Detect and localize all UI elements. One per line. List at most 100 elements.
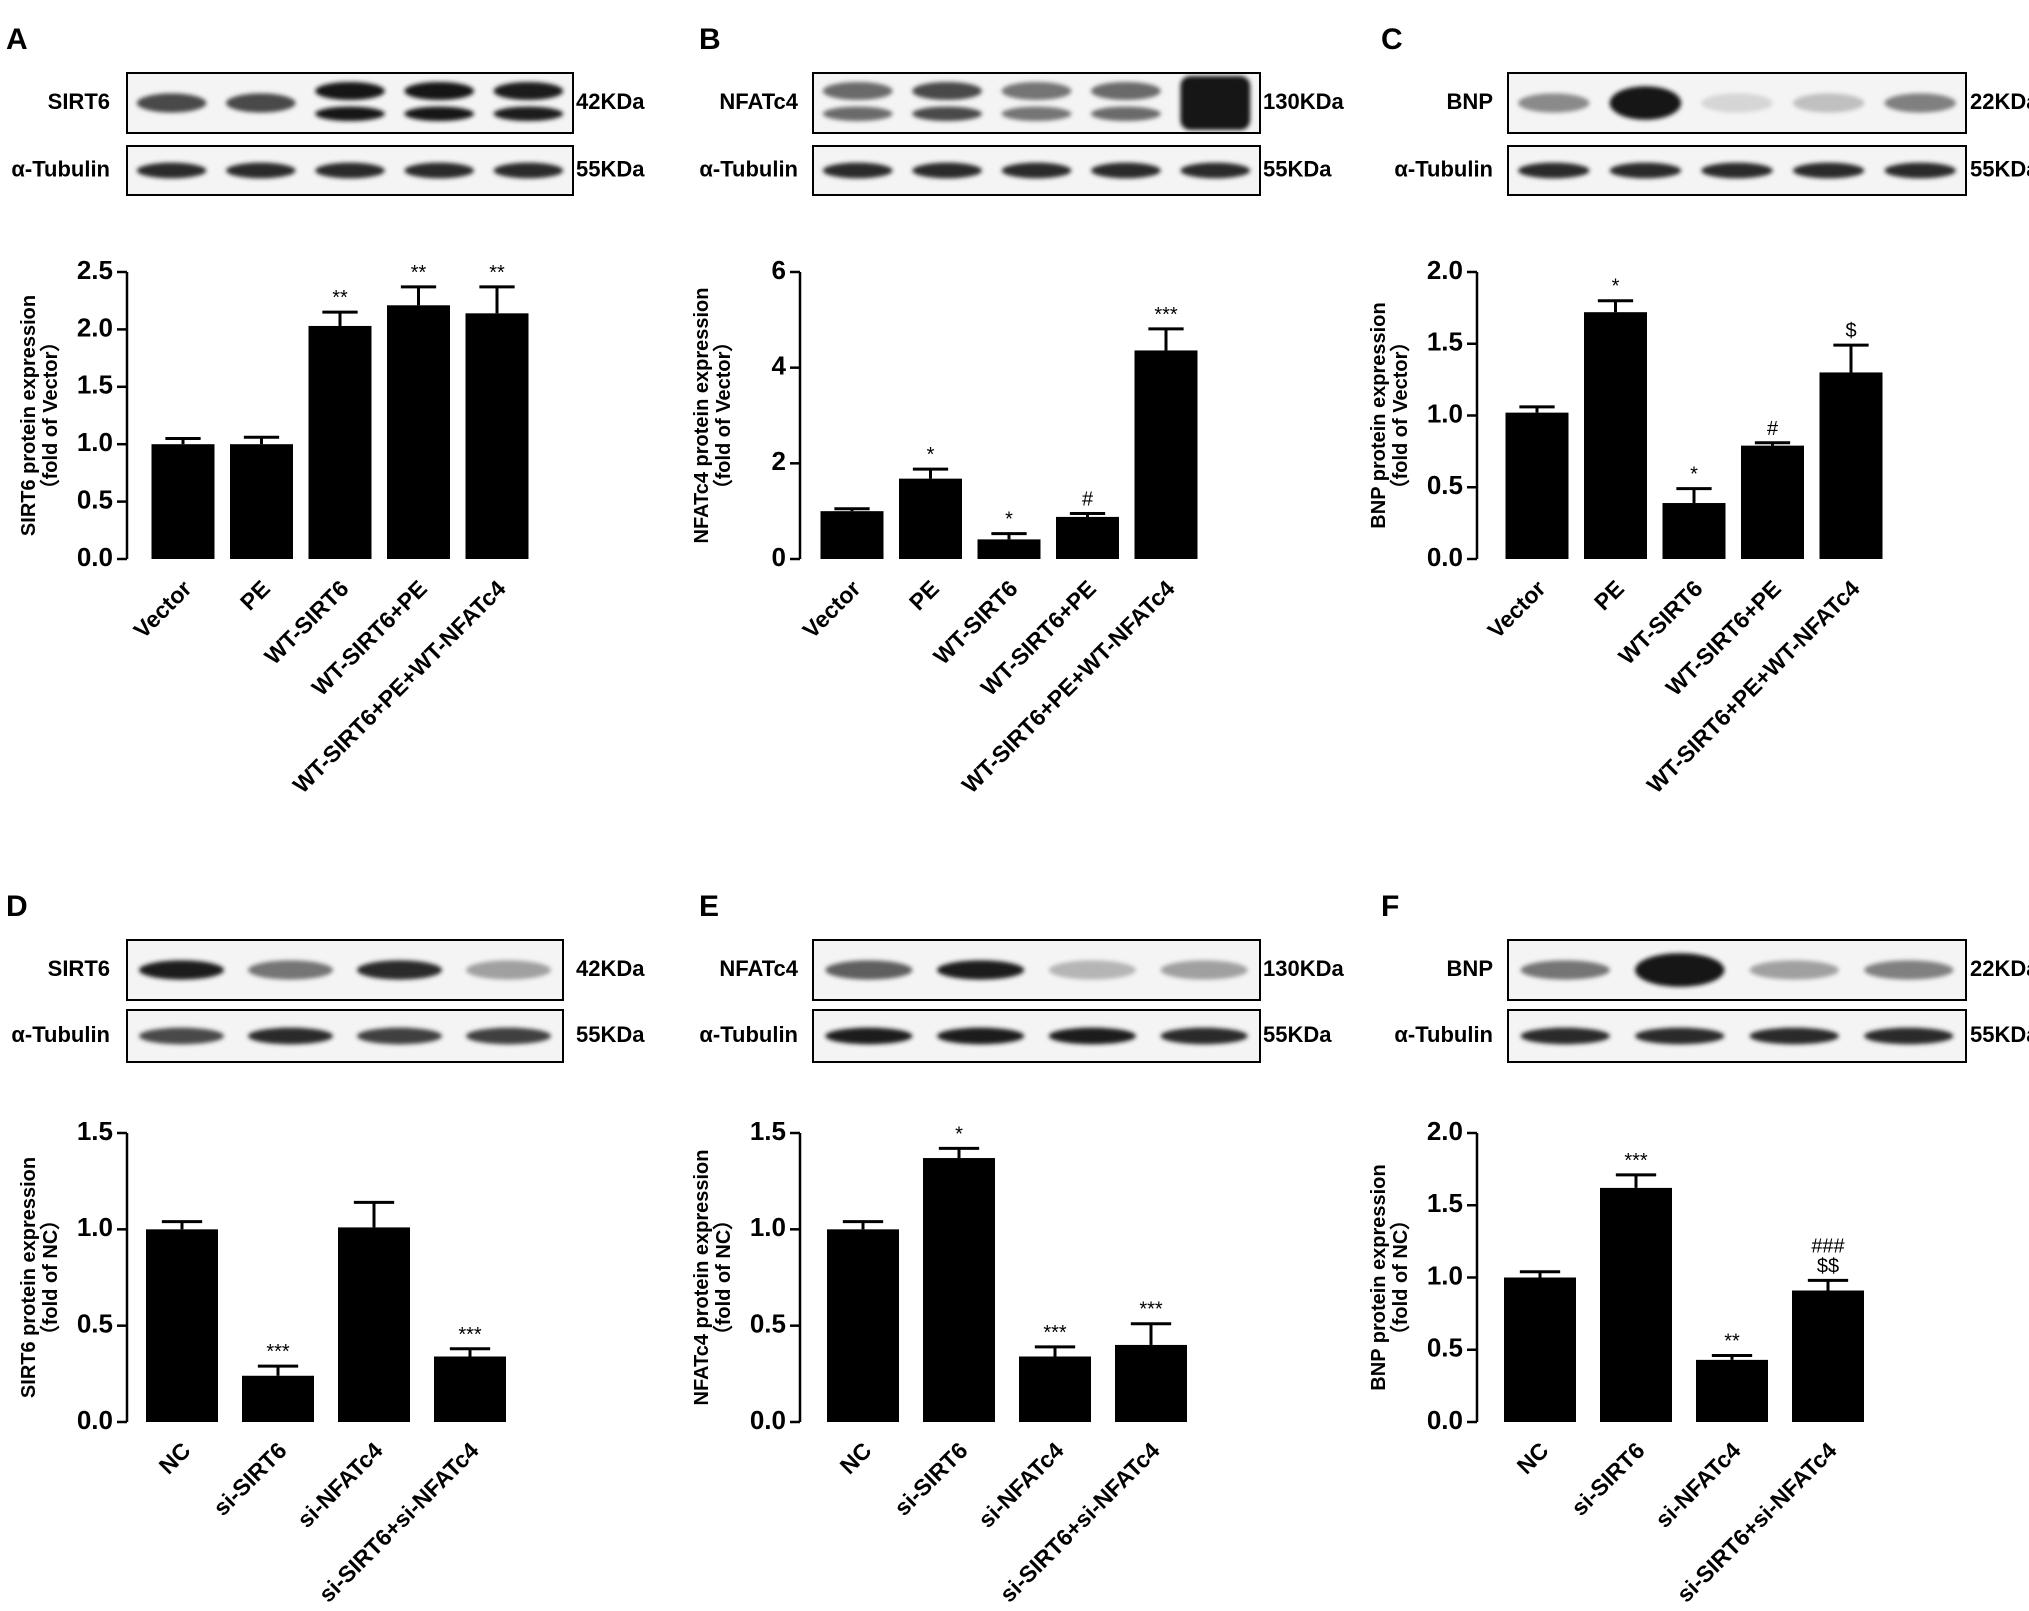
bar-chart: 0 2 4 6 NFATc4 protein expression （fold of Ve… bbox=[691, 255, 1198, 798]
control-blot-kda: 55KDa bbox=[1970, 1022, 2029, 1047]
x-category-label: si-SIRT6 bbox=[889, 1437, 972, 1520]
bar-chart: 0.0 0.5 1.0 1.5 2.0 BNP protein expression （fo… bbox=[1368, 1116, 1864, 1607]
band bbox=[1635, 953, 1725, 987]
band bbox=[136, 162, 207, 179]
bar-3 bbox=[1792, 1290, 1864, 1422]
bar-2 bbox=[308, 325, 372, 559]
band bbox=[1701, 162, 1773, 179]
y-axis-label: SIRT6 protein expression bbox=[18, 295, 40, 536]
bar-4 bbox=[1819, 372, 1883, 559]
y-tick-label: 2.0 bbox=[77, 312, 113, 342]
x-category-label: NC bbox=[835, 1437, 877, 1479]
x-category-label: PE bbox=[235, 575, 275, 615]
x-category-label: si-SIRT6+si-NFATc4 bbox=[1671, 1437, 1841, 1607]
y-tick-label: 1.5 bbox=[77, 370, 113, 400]
y-ticks: 0.0 0.5 1.0 1.5 bbox=[77, 1116, 127, 1435]
band bbox=[1160, 1027, 1248, 1045]
band bbox=[1091, 162, 1161, 179]
band bbox=[136, 93, 207, 113]
significance-mark: *** bbox=[1043, 1322, 1067, 1344]
control-blot-row: α-Tubulin 55KDa bbox=[699, 1009, 1332, 1063]
y-tick-label: 4 bbox=[772, 351, 787, 381]
band bbox=[912, 82, 982, 100]
y-ticks: 0 2 4 6 bbox=[772, 255, 800, 572]
control-blot-bands bbox=[1520, 1027, 1954, 1045]
target-blot-kda: 42KDa bbox=[576, 89, 645, 114]
y-tick-label: 2.5 bbox=[77, 255, 113, 285]
target-blot-kda: 22KDa bbox=[1970, 956, 2029, 981]
significance-mark: $ bbox=[1845, 320, 1856, 342]
y-axis-label: BNP protein expression bbox=[1368, 1164, 1390, 1390]
western-blot: NFATc4 130KDa α-Tubulin 55KDa bbox=[699, 939, 1344, 1063]
bar-0 bbox=[1505, 412, 1569, 559]
y-axis-label: SIRT6 protein expression bbox=[18, 1157, 40, 1398]
bar-1 bbox=[1584, 312, 1647, 559]
y-axis-label: BNP protein expression bbox=[1368, 302, 1390, 528]
target-blot-bands bbox=[1520, 953, 1954, 987]
bar-chart: 0.0 0.5 1.0 1.5 SIRT6 protein expression （fol… bbox=[18, 1116, 506, 1607]
band bbox=[226, 93, 296, 113]
bar-2 bbox=[338, 1227, 410, 1422]
bar-2 bbox=[1696, 1359, 1768, 1422]
y-tick-label: 6 bbox=[772, 255, 786, 285]
significance-mark: *** bbox=[1624, 1150, 1648, 1172]
band bbox=[912, 106, 982, 122]
bars: ****** bbox=[146, 1200, 506, 1422]
band bbox=[315, 82, 385, 100]
band bbox=[1180, 76, 1251, 130]
band bbox=[1518, 93, 1590, 113]
band bbox=[1001, 106, 1072, 122]
band bbox=[1864, 1027, 1954, 1045]
panel-label: C bbox=[1381, 23, 1403, 56]
band bbox=[825, 1027, 913, 1045]
significance-mark: * bbox=[1612, 276, 1620, 298]
significance-mark: *** bbox=[1139, 1299, 1163, 1321]
significance-mark: # bbox=[1767, 418, 1779, 440]
bars: ****** bbox=[151, 262, 529, 559]
y-ticks: 0.0 0.5 1.0 1.5 2.0 2.5 bbox=[77, 255, 127, 572]
significance-mark: * bbox=[955, 1123, 963, 1145]
band bbox=[138, 960, 225, 980]
target-blot-bands bbox=[138, 960, 552, 980]
band bbox=[1048, 1027, 1136, 1045]
control-blot-label: α-Tubulin bbox=[11, 156, 110, 181]
panel-e: E NFATc4 130KDa α-Tubulin 55KDa 0.0 0.5 1.0 1.5 N… bbox=[691, 890, 1344, 1607]
target-blot-bands bbox=[1518, 86, 1956, 120]
y-tick-label: 0.0 bbox=[77, 542, 113, 572]
target-blot-kda: 130KDa bbox=[1263, 956, 1344, 981]
control-blot-bands bbox=[822, 162, 1251, 179]
band bbox=[315, 162, 385, 179]
x-category-label: PE bbox=[1589, 575, 1629, 615]
panel-f: F BNP 22KDa α-Tubulin 55KDa 0.0 0.5 1.0 1.5 2.0 BN… bbox=[1368, 890, 2029, 1607]
band bbox=[1001, 82, 1072, 100]
significance-mark: *** bbox=[458, 1324, 482, 1346]
band bbox=[1792, 162, 1865, 179]
x-category-label: Vector bbox=[797, 575, 865, 643]
target-blot-label: BNP bbox=[1447, 956, 1493, 981]
band bbox=[404, 162, 474, 179]
y-tick-label: 1.5 bbox=[750, 1116, 786, 1146]
band bbox=[1749, 960, 1839, 980]
control-blot-kda: 55KDa bbox=[1970, 156, 2029, 181]
band bbox=[404, 82, 474, 100]
band bbox=[465, 1027, 552, 1045]
y-tick-label: 0.5 bbox=[1427, 1333, 1463, 1363]
target-blot-kda: 130KDa bbox=[1263, 89, 1344, 114]
band bbox=[1609, 162, 1682, 179]
target-blot-bands bbox=[136, 82, 564, 122]
band bbox=[315, 106, 385, 122]
y-tick-label: 0.0 bbox=[77, 1405, 113, 1435]
y-tick-label: 1.0 bbox=[750, 1212, 786, 1242]
control-blot-bands bbox=[136, 162, 564, 179]
y-ticks: 0.0 0.5 1.0 1.5 2.0 bbox=[1427, 1116, 1477, 1435]
y-ticks: 0.0 0.5 1.0 1.5 bbox=[750, 1116, 800, 1435]
y-axis-label: NFATc4 protein expression bbox=[691, 1150, 713, 1406]
bar-1 bbox=[230, 444, 293, 559]
band bbox=[404, 106, 474, 122]
y-tick-label: 0.5 bbox=[1427, 470, 1463, 500]
band bbox=[247, 960, 334, 980]
band bbox=[138, 1027, 225, 1045]
x-category-label: si-SIRT6 bbox=[1566, 1437, 1649, 1520]
panel-a: A SIRT6 42KDa α-Tubulin 55KDa 0.0 0.5 1.0 1.5 2.0… bbox=[6, 23, 645, 798]
band bbox=[1048, 960, 1136, 980]
